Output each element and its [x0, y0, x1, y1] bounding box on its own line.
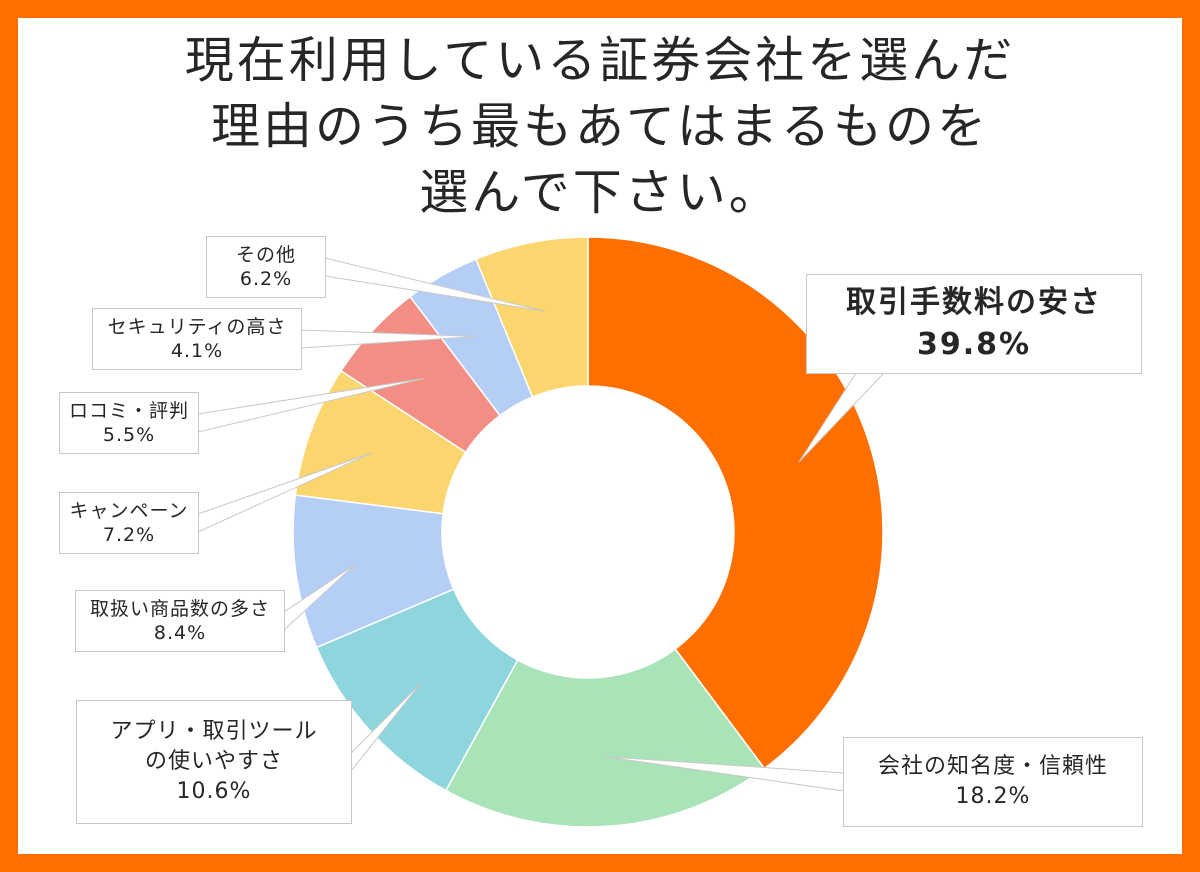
label-fee-name: 取引手数料の安さ: [846, 285, 1102, 320]
title-line-2: 理由のうち最もあてはまるものを: [210, 98, 990, 155]
label-campaign-name: キャンペーン: [69, 500, 189, 522]
title-line-3: 選んで下さい。: [419, 164, 781, 221]
title-line-1: 現在利用している証券会社を選んだ: [184, 32, 1016, 89]
label-app-tools-name-2: の使いやすさ: [144, 749, 283, 774]
label-products-value: 8.4%: [153, 622, 207, 644]
label-other-value: 6.2%: [239, 268, 293, 290]
label-security: セキュリティの高さ 4.1%: [92, 308, 302, 370]
slice-other: [474, 236, 589, 398]
chart-title: 現在利用している証券会社を選んだ 理由のうち最もあてはまるものを 選んで下さい。: [0, 28, 1200, 226]
label-fee: 取引手数料の安さ 39.8%: [806, 274, 1142, 374]
label-products-name: 取扱い商品数の多さ: [89, 598, 270, 620]
label-app-tools: アプリ・取引ツール の使いやすさ 10.6%: [76, 700, 352, 824]
slice-reputation-trust: [444, 647, 766, 828]
callout-leaders: [197, 257, 886, 792]
label-reviews: ロコミ・評判 5.5%: [59, 392, 199, 454]
label-app-tools-value: 10.6%: [176, 779, 252, 804]
label-campaign-value: 7.2%: [102, 524, 156, 546]
label-products: 取扱い商品数の多さ 8.4%: [75, 590, 285, 652]
label-reviews-name: ロコミ・評判: [68, 400, 189, 422]
label-other-name: その他: [235, 244, 296, 266]
label-campaign: キャンペーン 7.2%: [59, 492, 199, 554]
label-app-tools-name-1: アプリ・取引ツール: [110, 719, 318, 744]
label-fee-value: 39.8%: [916, 327, 1032, 362]
label-reputation-trust-name: 会社の知名度・信頼性: [877, 754, 1108, 779]
label-security-name: セキュリティの高さ: [107, 316, 287, 338]
label-reputation-trust: 会社の知名度・信頼性 18.2%: [843, 737, 1143, 827]
label-reputation-trust-value: 18.2%: [955, 784, 1031, 809]
donut-slices: [292, 236, 884, 828]
label-other: その他 6.2%: [206, 236, 326, 298]
label-security-value: 4.1%: [170, 340, 224, 362]
label-reviews-value: 5.5%: [102, 424, 156, 446]
